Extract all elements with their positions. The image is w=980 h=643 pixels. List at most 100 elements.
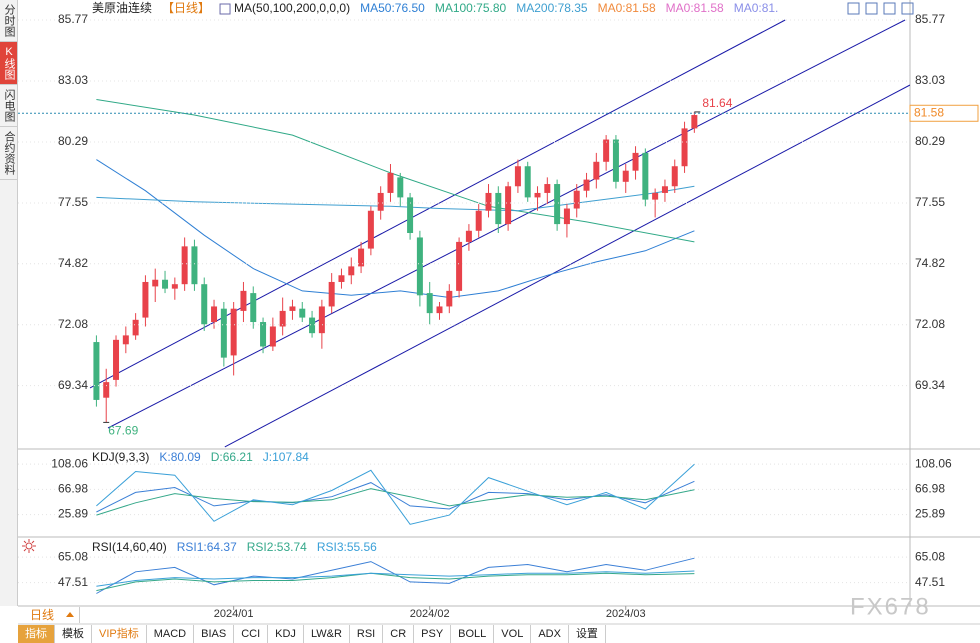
candle-body xyxy=(132,319,139,336)
indicator-tab[interactable]: 模板 xyxy=(55,625,92,643)
y-tick-label: 108.06 xyxy=(51,456,88,470)
candle-body xyxy=(103,382,110,398)
y-tick-label: 69.34 xyxy=(58,378,88,392)
candle-body xyxy=(416,237,423,296)
candle-body xyxy=(642,152,649,200)
period-selector[interactable]: 日线 xyxy=(18,607,80,623)
candle-body xyxy=(162,279,169,289)
period-label: 【日线】 xyxy=(162,1,210,15)
last-price-box xyxy=(909,104,979,122)
candle-body xyxy=(113,339,120,380)
indicator-tab[interactable]: BIAS xyxy=(194,625,235,643)
candle-body xyxy=(260,322,267,347)
candle-body xyxy=(220,308,227,358)
legend-entry: MA50:76.50 xyxy=(360,1,425,15)
legend-entry: MA0:81.58 xyxy=(598,1,656,15)
candle-body xyxy=(142,281,149,318)
indicator-tab[interactable]: ADX xyxy=(531,625,569,643)
candle-body xyxy=(563,208,570,225)
y-tick-label: 72.08 xyxy=(58,317,88,331)
side-tab[interactable]: 分时图 xyxy=(0,0,17,42)
candle-body xyxy=(279,310,286,327)
legend-entry: MA200:78.35 xyxy=(516,1,588,15)
last-price-label: 81.58 xyxy=(914,105,944,119)
legend-entry: MA100:75.80 xyxy=(435,1,507,15)
y-tick-label: 85.77 xyxy=(915,12,945,26)
candle-body xyxy=(299,308,306,318)
icon[interactable] xyxy=(883,2,896,15)
icon[interactable] xyxy=(865,2,878,15)
indicator-tab[interactable]: VIP指标 xyxy=(92,625,147,643)
candle-body xyxy=(122,335,129,345)
candle-body xyxy=(446,290,453,307)
candle-body xyxy=(318,306,325,334)
candle-body xyxy=(93,342,100,400)
y-tick-label: 74.82 xyxy=(915,256,945,270)
indicator-tab[interactable]: 指标 xyxy=(18,625,55,643)
candle-body xyxy=(573,190,580,209)
indicator-tabs: 指标 模板 VIP指标 MACD BIAS CCI KDJ LW&R RSI CR PSY BOLL V… xyxy=(18,625,606,643)
candle-body xyxy=(652,192,659,200)
y-tick-label: 72.08 xyxy=(915,317,945,331)
sidebar: 分时图 K线图 闪电图 合约资料 xyxy=(0,0,18,606)
candle-body xyxy=(338,275,345,282)
icon[interactable] xyxy=(901,2,914,15)
candle-body xyxy=(554,184,561,225)
candle-body xyxy=(495,192,502,225)
y-tick-label: 66.98 xyxy=(915,481,945,495)
y-tick-label: 83.03 xyxy=(915,73,945,87)
side-tab[interactable]: K线图 xyxy=(0,42,17,85)
y-tick-label: 65.08 xyxy=(58,549,88,563)
indicator-tab[interactable]: BOLL xyxy=(451,625,495,643)
indicator-tab[interactable]: PSY xyxy=(414,625,452,643)
settings-icon[interactable] xyxy=(22,539,36,553)
legend-entry: RSI1:64.37 xyxy=(177,540,237,554)
indicator-tab[interactable]: 设置 xyxy=(569,625,606,643)
ma-line xyxy=(96,159,695,299)
candle-body xyxy=(367,210,374,249)
side-tab[interactable]: 闪电图 xyxy=(0,85,17,127)
legend-entry: RSI3:55.56 xyxy=(317,540,377,554)
candle-body xyxy=(465,230,472,242)
indicator-icon xyxy=(219,3,231,15)
indicator-tab[interactable]: VOL xyxy=(494,625,532,643)
y-tick-label: 77.55 xyxy=(915,195,945,209)
candle-body xyxy=(328,281,335,307)
indicator-tab[interactable]: MACD xyxy=(147,625,195,643)
icon[interactable] xyxy=(847,2,860,15)
candle-body xyxy=(622,170,629,182)
legend-entry: MA0:81. xyxy=(734,1,779,15)
indicator-tab[interactable]: KDJ xyxy=(268,625,304,643)
y-tick-label: 74.82 xyxy=(58,256,88,270)
candle-body xyxy=(407,197,414,234)
candle-body xyxy=(201,284,208,325)
y-tick-label: 47.51 xyxy=(58,575,88,589)
candle-body xyxy=(475,210,482,231)
candle-body xyxy=(171,284,178,289)
candle-body xyxy=(534,192,541,198)
candle-body xyxy=(632,152,639,171)
candle-body xyxy=(671,166,678,187)
high-label: 81.64 xyxy=(702,96,732,110)
side-tab[interactable]: 合约资料 xyxy=(0,127,17,180)
indicator-tab[interactable]: RSI xyxy=(350,625,384,643)
y-tick-label: 80.29 xyxy=(915,134,945,148)
indicator-line xyxy=(96,570,695,587)
channel-line xyxy=(89,19,786,389)
candle-body xyxy=(436,306,443,314)
indicator-tab[interactable]: CR xyxy=(383,625,415,643)
candle-body xyxy=(456,241,463,291)
indicator-tab[interactable]: CCI xyxy=(234,625,269,643)
candle-body xyxy=(603,139,610,162)
candle-body xyxy=(387,172,394,193)
indicator-line xyxy=(96,572,695,592)
candle-body xyxy=(377,192,384,211)
candle-body xyxy=(681,128,688,167)
candle-body xyxy=(505,186,512,225)
y-tick-label: 108.06 xyxy=(915,456,952,470)
candle-body xyxy=(289,306,296,311)
candle-body xyxy=(348,266,355,276)
candle-body xyxy=(544,184,551,193)
indicator-tab[interactable]: LW&R xyxy=(304,625,350,643)
